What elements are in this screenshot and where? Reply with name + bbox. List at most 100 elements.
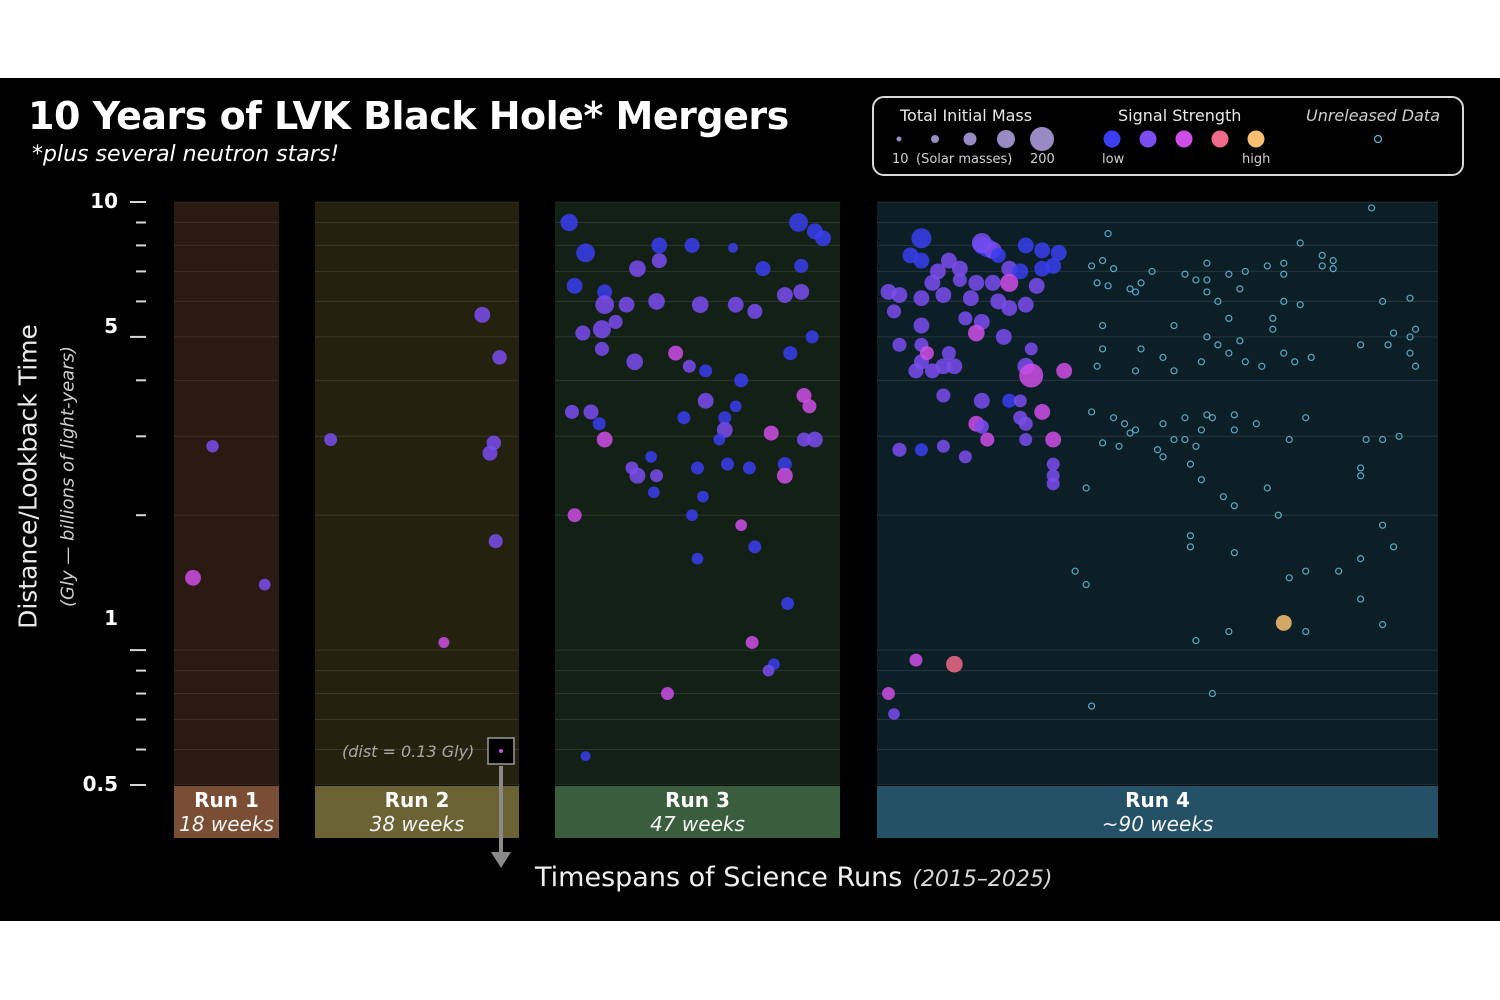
merger-point: [747, 303, 763, 319]
unreleased-point: [1368, 204, 1376, 212]
unreleased-point: [1258, 362, 1266, 370]
merger-point: [913, 317, 930, 334]
unreleased-point: [1378, 435, 1387, 444]
unreleased-point: [1186, 532, 1195, 540]
unreleased-point: [1291, 358, 1299, 366]
merger-point: [946, 358, 963, 375]
unreleased-point: [1214, 341, 1222, 349]
merger-point: [941, 346, 956, 361]
run-label-box: Run 3 47 weeks: [555, 786, 840, 838]
merger-point: [762, 664, 775, 677]
merger-point: [596, 431, 613, 448]
merger-point: [597, 284, 613, 300]
unreleased-point: [1302, 414, 1310, 422]
merger-point: [567, 508, 582, 523]
unreleased-point: [1071, 567, 1079, 575]
merger-point: [909, 653, 923, 667]
merger-point: [1046, 477, 1060, 491]
unreleased-point: [1126, 429, 1134, 437]
unreleased-point: [1098, 439, 1107, 447]
merger-point: [474, 306, 491, 323]
merger-point: [734, 373, 749, 388]
merger-point: [1046, 457, 1060, 471]
legend-mass-low: 10: [892, 152, 909, 167]
outlier-inset-box: [487, 737, 515, 765]
merger-point: [776, 467, 793, 484]
merger-point: [980, 432, 995, 447]
y-tick-label: 5: [104, 314, 118, 338]
unreleased-point: [1197, 426, 1206, 434]
merger-point: [626, 353, 644, 371]
legend-signal-low: low: [1102, 152, 1125, 167]
outlier-arrow-head: [491, 852, 511, 868]
unreleased-point: [1225, 349, 1233, 357]
unreleased-point: [1236, 285, 1244, 293]
merger-point: [891, 287, 908, 303]
merger-point: [777, 457, 792, 472]
merger-point: [940, 252, 957, 269]
unreleased-point: [1203, 411, 1211, 419]
merger-point: [1013, 394, 1027, 408]
merger-point: [1000, 273, 1019, 292]
x-axis-title: Timespans of Science Runs: [535, 862, 903, 893]
unreleased-point: [1197, 476, 1206, 484]
merger-point: [793, 283, 810, 300]
merger-point: [438, 637, 450, 648]
merger-point: [913, 290, 930, 307]
unreleased-point: [1082, 581, 1090, 589]
unreleased-point: [1406, 294, 1414, 302]
legend-mass-swatch: [931, 135, 939, 143]
unreleased-point: [1104, 282, 1112, 290]
unreleased-point: [1318, 262, 1326, 270]
merger-point: [735, 519, 748, 532]
legend-mass-swatch: [896, 136, 902, 142]
unreleased-point: [1153, 446, 1162, 454]
legend-signal-swatch: [1139, 130, 1157, 148]
merger-point: [668, 345, 684, 361]
merger-point: [727, 242, 739, 253]
legend-unreleased-swatch: [1373, 134, 1383, 144]
y-tick-label: 10: [90, 189, 118, 213]
run-weeks: ~90 weeks: [1101, 812, 1214, 836]
merger-point: [324, 433, 338, 447]
merger-point: [595, 295, 615, 315]
unreleased-point: [1159, 420, 1167, 428]
merger-point: [1028, 277, 1045, 294]
merger-point: [968, 274, 985, 291]
unreleased-point: [1296, 239, 1304, 247]
unreleased-point: [1395, 432, 1403, 440]
unreleased-point: [1318, 251, 1326, 260]
chart-subtitle: *plus several neutron stars!: [32, 142, 340, 167]
legend-mass-high: 200: [1030, 152, 1055, 167]
merger-point: [1034, 242, 1051, 259]
unreleased-point: [1093, 362, 1101, 370]
merger-point: [783, 346, 798, 361]
merger-point: [1045, 431, 1062, 448]
merger-point: [486, 435, 502, 451]
unreleased-point: [1208, 414, 1217, 422]
merger-point: [1275, 614, 1292, 631]
merger-point: [648, 293, 665, 310]
legend: Total Initial Mass 10 (Solar masses) 200…: [872, 96, 1464, 176]
y-axis-sublabel: (Gly — billions of light-years): [57, 345, 79, 608]
legend-mass-title: Total Initial Mass: [900, 106, 1033, 125]
y-tick-label: 0.5: [82, 772, 118, 796]
unreleased-point: [1335, 567, 1343, 575]
merger-point: [660, 687, 674, 701]
y-tick-label: 1: [104, 606, 118, 630]
unreleased-point: [1357, 472, 1365, 480]
unreleased-point: [1098, 345, 1107, 353]
merger-point: [962, 290, 979, 307]
legend-signal-swatch: [1211, 130, 1229, 148]
merger-point: [911, 228, 932, 249]
unreleased-point: [1378, 621, 1387, 629]
merger-point: [697, 490, 709, 503]
unreleased-point: [1389, 543, 1398, 551]
merger-point: [755, 261, 771, 277]
merger-point: [748, 540, 762, 554]
merger-point: [718, 411, 732, 425]
legend-mass-swatch: [963, 132, 977, 146]
unreleased-point: [1269, 314, 1277, 322]
unreleased-point: [1181, 414, 1189, 422]
merger-point: [583, 404, 599, 420]
